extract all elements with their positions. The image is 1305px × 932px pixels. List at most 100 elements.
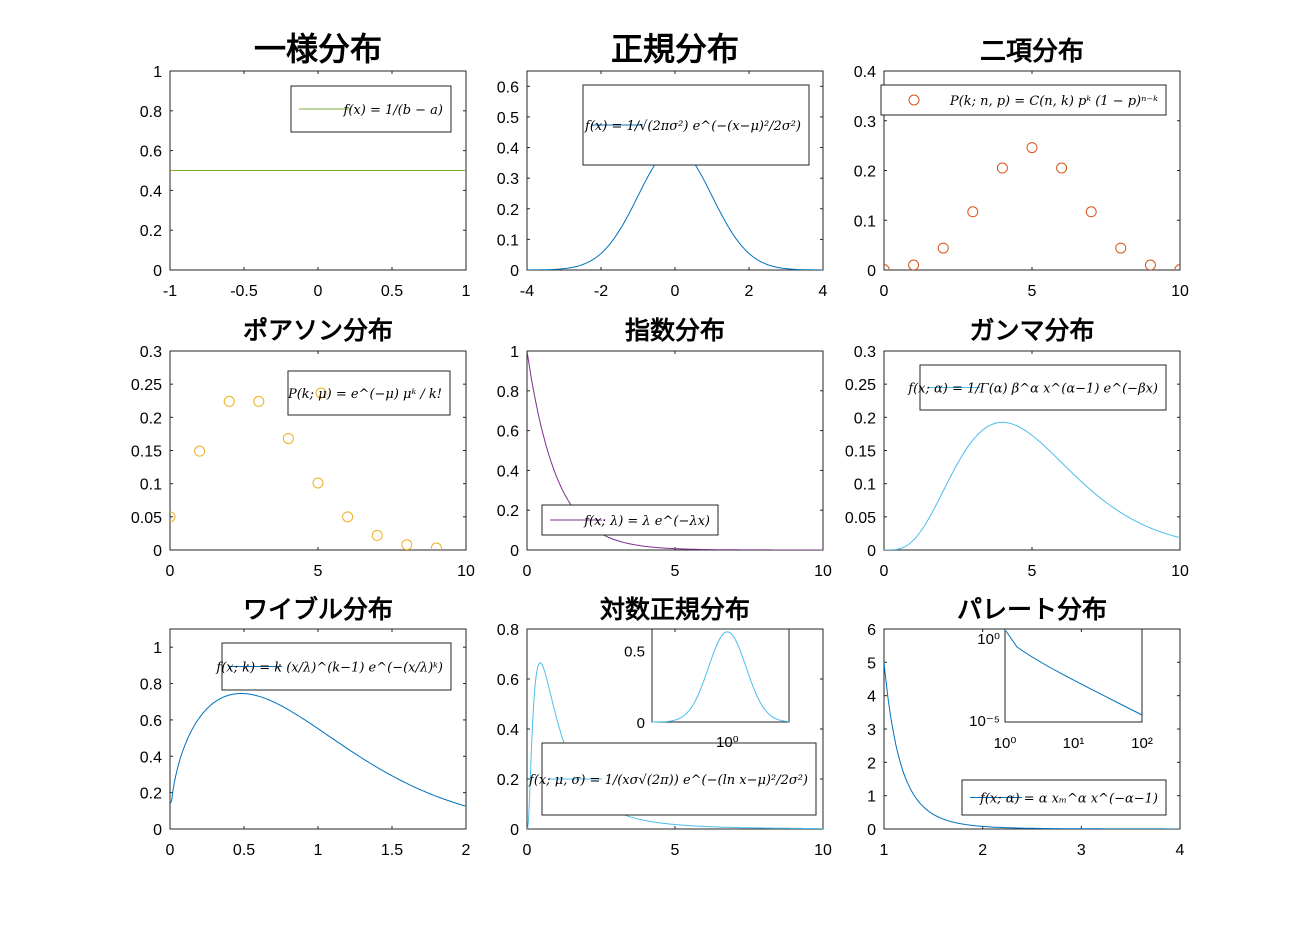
x-tick-label: 0 <box>880 563 889 580</box>
x-tick-label: 2 <box>978 842 987 859</box>
plot-area <box>527 147 823 270</box>
x-tick-label: 0.5 <box>381 283 403 300</box>
legend-marker <box>908 94 920 106</box>
y-tick-label: 0 <box>867 263 876 280</box>
y-tick-label: 0.6 <box>497 672 519 689</box>
x-tick-label: 0 <box>166 842 175 859</box>
legend-box <box>287 370 451 416</box>
y-tick-label: 2 <box>867 755 876 772</box>
plot-area <box>884 662 1180 829</box>
inset-x-tick-label: 10² <box>1131 735 1153 752</box>
legend-text: f(x; k) = k (x/λ)^(k−1) e^(−(x/λ)ᵏ) <box>215 661 443 676</box>
y-tick-label: 0.3 <box>497 171 519 188</box>
chart-panel-2: 正規分布 -4 -2 0 2 4 0 0.1 0.2 0.3 0.4 0.5 0.6 f(x) = 1/√… <box>497 30 828 300</box>
y-tick-label: 0.1 <box>140 477 162 494</box>
y-tick-label: 0.05 <box>845 510 876 527</box>
y-tick-label: 0.4 <box>140 749 162 766</box>
y-tick-label: 0 <box>153 822 162 839</box>
y-tick-label: 0.15 <box>845 444 876 461</box>
x-tick-label: 10 <box>1171 283 1189 300</box>
inset-y-tick-label: 0.5 <box>624 643 645 660</box>
chart-panel-8: 対数正規分布 0 5 10 0 0.2 0.4 0.6 0.8 f(x; μ, σ) = 1/(x… <box>497 595 832 859</box>
y-tick-label: 0.3 <box>854 114 876 131</box>
inset-axes: 10⁰ 10⁻⁵ 10⁰ 10¹ 10² <box>969 628 1153 752</box>
inset-y-tick-label: 10⁻⁵ <box>969 713 1000 730</box>
x-tick-label: 1.5 <box>381 842 403 859</box>
data-point <box>253 395 265 407</box>
y-tick-label: 0.4 <box>140 183 162 200</box>
x-tick-label: 5 <box>1028 563 1037 580</box>
legend: f(x; k) = k (x/λ)^(k−1) e^(−(x/λ)ᵏ) <box>215 642 452 691</box>
data-point <box>170 511 176 523</box>
x-tick-label: 5 <box>671 563 680 580</box>
chart-panel-1: 一様分布 -1 -0.5 0 0.5 1 0 0.2 0.4 0.6 0.8 1 f(x) = 1/(b… <box>140 30 471 300</box>
y-tick-label: 5 <box>867 655 876 672</box>
y-tick-label: 0 <box>510 263 519 280</box>
y-tick-label: 1 <box>153 64 162 81</box>
y-tick-label: 4 <box>867 689 876 706</box>
x-tick-label: 0 <box>166 563 175 580</box>
plot-area <box>884 421 1180 550</box>
chart-title: 指数分布 <box>625 316 725 345</box>
x-tick-label: -0.5 <box>230 283 258 300</box>
chart-title: 二項分布 <box>980 37 1084 67</box>
data-point <box>1115 242 1127 254</box>
y-tick-label: 0.8 <box>140 104 162 121</box>
y-tick-label: 6 <box>867 622 876 639</box>
y-tick-label: 0 <box>153 543 162 560</box>
y-tick-label: 3 <box>867 722 876 739</box>
legend: f(x; μ, σ) = 1/(xσ√(2π)) e^(−(ln x−μ)²/2… <box>528 742 817 816</box>
x-tick-label: 4 <box>819 283 828 300</box>
y-tick-label: 0.25 <box>845 377 876 394</box>
x-tick-label: 0 <box>523 842 532 859</box>
data-point <box>342 511 354 523</box>
y-tick-label: 0.25 <box>131 377 162 394</box>
series-line <box>170 693 466 807</box>
y-tick-label: 0 <box>510 543 519 560</box>
chart-panel-4: ポアソン分布 0 5 10 0 0.05 0.1 0.15 0.2 0.25 0.3 P(k; μ) … <box>131 316 475 580</box>
x-tick-label: 0 <box>671 283 680 300</box>
x-tick-label: 0 <box>523 563 532 580</box>
y-tick-label: 0.1 <box>854 213 876 230</box>
y-tick-label: 0 <box>867 822 876 839</box>
inset-x-tick-label: 10¹ <box>1063 735 1085 752</box>
inset-series-line <box>1005 630 1143 716</box>
x-tick-label: 1 <box>314 842 323 859</box>
chart-title: 一様分布 <box>254 30 382 68</box>
plot-area <box>170 693 466 807</box>
y-tick-label: 1 <box>153 640 162 657</box>
y-tick-label: 0.5 <box>497 110 519 127</box>
legend-text: f(x; α) = 1/Γ(α) β^α x^(α−1) e^(−βx) <box>907 382 1158 397</box>
y-tick-label: 0.1 <box>854 477 876 494</box>
y-tick-label: 0.6 <box>140 144 162 161</box>
legend-marker <box>315 387 327 399</box>
chart-title: 対数正規分布 <box>600 595 750 624</box>
y-tick-label: 0.2 <box>140 223 162 240</box>
y-tick-label: 0.1 <box>497 232 519 249</box>
y-tick-label: 0.4 <box>497 463 519 480</box>
legend-text: f(x; λ) = λ e^(−λx) <box>583 514 710 529</box>
x-tick-label: 1 <box>462 283 471 300</box>
x-tick-label: 5 <box>1028 283 1037 300</box>
x-tick-label: 4 <box>1176 842 1185 859</box>
inset-box <box>651 628 790 723</box>
inset-y-tick-label: 0 <box>637 715 645 732</box>
y-tick-label: 0.2 <box>140 410 162 427</box>
y-tick-label: 0.4 <box>497 141 519 158</box>
data-point <box>1056 162 1068 174</box>
chart-title: ワイブル分布 <box>243 595 393 624</box>
legend-text: f(x; α) = α xₘ^α x^(−α−1) <box>979 792 1158 807</box>
data-point <box>1144 259 1156 270</box>
legend-text: f(x; μ, σ) = 1/(xσ√(2π)) e^(−(ln x−μ)²/2… <box>528 773 808 788</box>
data-point <box>908 259 920 270</box>
y-tick-label: 0.6 <box>497 79 519 96</box>
y-tick-label: 0.8 <box>497 622 519 639</box>
x-tick-label: 10 <box>814 563 832 580</box>
y-tick-label: 0.3 <box>854 344 876 361</box>
x-tick-label: 10 <box>1171 563 1189 580</box>
plot-area <box>884 142 1180 270</box>
inset-y-tick-label: 10⁰ <box>977 631 1000 648</box>
data-point <box>1085 206 1097 218</box>
y-tick-label: 1 <box>867 789 876 806</box>
legend-text: P(k; μ) = e^(−μ) μᵏ / k! <box>287 387 442 402</box>
